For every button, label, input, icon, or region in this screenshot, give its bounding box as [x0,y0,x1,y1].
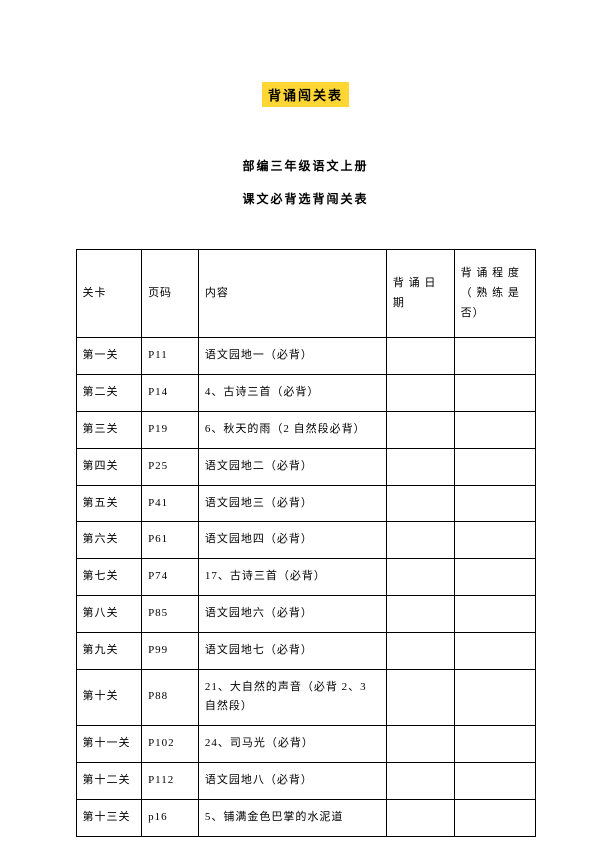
cell-date [386,669,454,726]
cell-prof [454,448,535,485]
table-header-row: 关卡 页码 内容 背 诵 日期 背 诵 程 度（ 熟 练 是否） [76,250,535,338]
cell-page: p16 [142,799,199,836]
cell-page: P11 [142,338,199,375]
subtitle-line-1: 部编三年级语文上册 [0,157,611,174]
table-row: 第十一关P10224、司马光（必背） [76,726,535,763]
cell-page: P112 [142,762,199,799]
cell-level: 第九关 [76,632,142,669]
cell-content: 语文园地三（必背） [198,485,386,522]
title-highlight: 背诵闯关表 [262,82,349,107]
cell-level: 第十二关 [76,762,142,799]
cell-level: 第三关 [76,411,142,448]
cell-page: P41 [142,485,199,522]
cell-date [386,726,454,763]
col-header-level: 关卡 [76,250,142,338]
cell-prof [454,595,535,632]
cell-content: 语文园地一（必背） [198,338,386,375]
cell-date [386,338,454,375]
cell-page: P85 [142,595,199,632]
subtitle-line-2: 课文必背选背闯关表 [0,190,611,207]
cell-prof [454,485,535,522]
cell-level: 第八关 [76,595,142,632]
table-row: 第一关P11语文园地一（必背） [76,338,535,375]
col-header-date: 背 诵 日期 [386,250,454,338]
recitation-table: 关卡 页码 内容 背 诵 日期 背 诵 程 度（ 熟 练 是否） 第一关P11语… [76,249,536,837]
cell-content: 6、秋天的雨（2 自然段必背） [198,411,386,448]
cell-page: P25 [142,448,199,485]
cell-date [386,448,454,485]
cell-level: 第七关 [76,559,142,596]
table-row: 第十二关P112 语文园地八（必背） [76,762,535,799]
cell-page: P102 [142,726,199,763]
table-row: 第十关P8821、大自然的声音（必背 2、3 自然段） [76,669,535,726]
recitation-table-wrap: 关卡 页码 内容 背 诵 日期 背 诵 程 度（ 熟 练 是否） 第一关P11语… [76,249,536,837]
cell-prof [454,632,535,669]
cell-date [386,799,454,836]
cell-level: 第六关 [76,522,142,559]
cell-level: 第十关 [76,669,142,726]
cell-page: P99 [142,632,199,669]
cell-date [386,485,454,522]
cell-prof [454,559,535,596]
col-header-content: 内容 [198,250,386,338]
table-row: 第九关P99语文园地七（必背） [76,632,535,669]
col-header-page: 页码 [142,250,199,338]
cell-prof [454,799,535,836]
cell-level: 第十三关 [76,799,142,836]
table-row: 第三关P196、秋天的雨（2 自然段必背） [76,411,535,448]
cell-level: 第一关 [76,338,142,375]
cell-prof [454,338,535,375]
cell-page: P14 [142,375,199,412]
cell-prof [454,522,535,559]
cell-level: 第十一关 [76,726,142,763]
cell-prof [454,726,535,763]
cell-level: 第二关 [76,375,142,412]
table-row: 第五关P41语文园地三（必背） [76,485,535,522]
cell-date [386,595,454,632]
cell-content: 语文园地六（必背） [198,595,386,632]
table-row: 第八关P85语文园地六（必背） [76,595,535,632]
cell-date [386,559,454,596]
table-row: 第六关P61语文园地四（必背） [76,522,535,559]
cell-date [386,522,454,559]
cell-content: 5、铺满金色巴掌的水泥道 [198,799,386,836]
cell-prof [454,411,535,448]
cell-content: 语文园地七（必背） [198,632,386,669]
cell-level: 第五关 [76,485,142,522]
cell-date [386,632,454,669]
cell-page: P88 [142,669,199,726]
cell-prof [454,375,535,412]
cell-page: P19 [142,411,199,448]
cell-content: 21、大自然的声音（必背 2、3 自然段） [198,669,386,726]
subtitle-block: 部编三年级语文上册 课文必背选背闯关表 [0,157,611,207]
cell-content: 17、古诗三首（必背） [198,559,386,596]
cell-content: 语文园地二（必背） [198,448,386,485]
cell-page: P74 [142,559,199,596]
cell-date [386,411,454,448]
cell-prof [454,669,535,726]
table-row: 第十三关p165、铺满金色巴掌的水泥道 [76,799,535,836]
table-row: 第二关P144、古诗三首（必背） [76,375,535,412]
cell-date [386,762,454,799]
cell-date [386,375,454,412]
cell-content: 语文园地八（必背） [198,762,386,799]
cell-page: P61 [142,522,199,559]
cell-content: 4、古诗三首（必背） [198,375,386,412]
cell-content: 24、司马光（必背） [198,726,386,763]
cell-level: 第四关 [76,448,142,485]
cell-prof [454,762,535,799]
col-header-prof: 背 诵 程 度（ 熟 练 是否） [454,250,535,338]
table-row: 第七关P7417、古诗三首（必背） [76,559,535,596]
cell-content: 语文园地四（必背） [198,522,386,559]
table-row: 第四关P25语文园地二（必背） [76,448,535,485]
